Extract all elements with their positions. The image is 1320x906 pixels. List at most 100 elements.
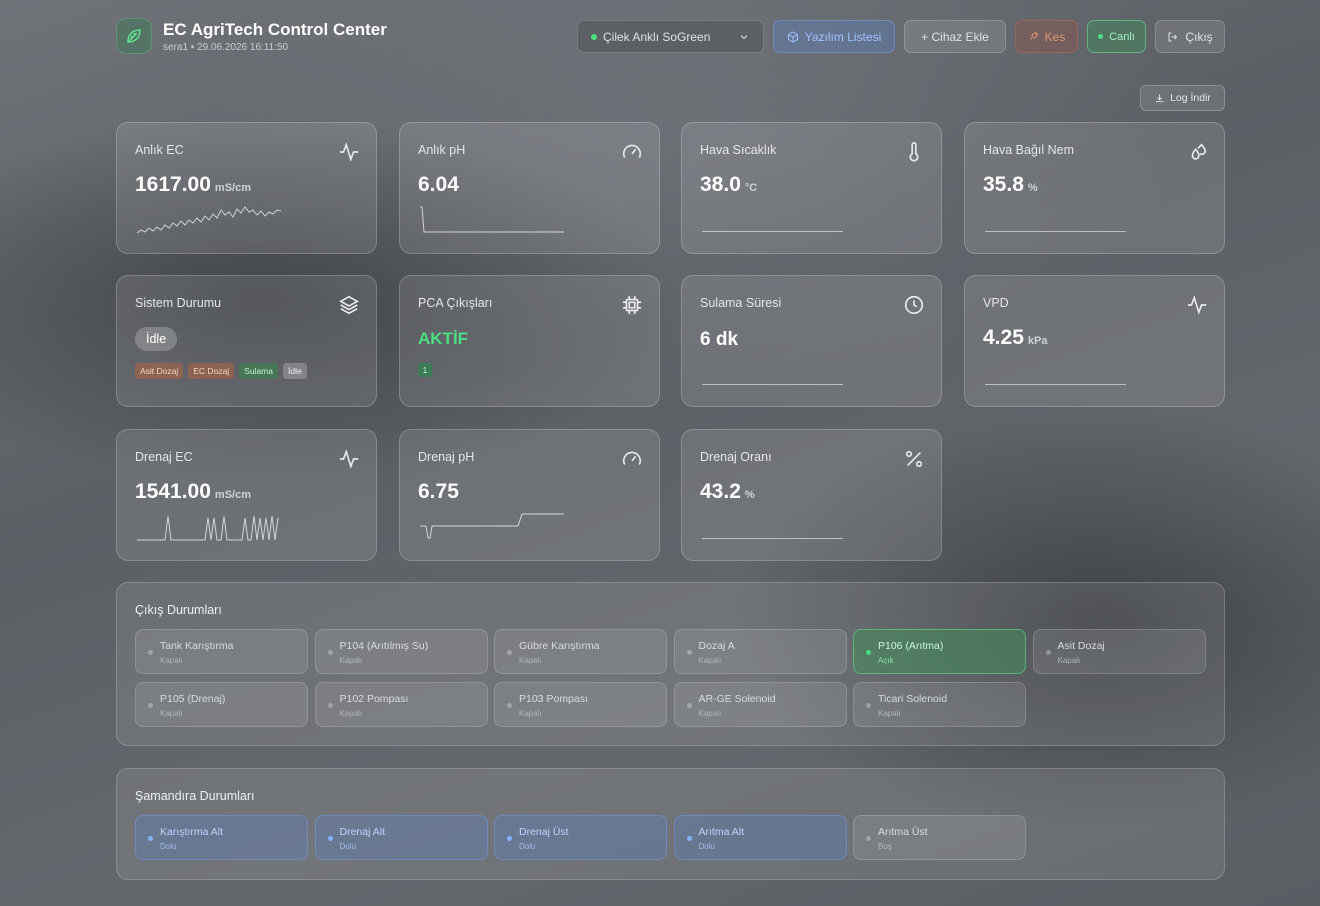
- float-name: Karıştırma Alt: [160, 826, 224, 838]
- logout-button[interactable]: Çıkış: [1155, 20, 1225, 53]
- status-dot-icon: [591, 33, 597, 40]
- card-drain-ph: Drenaj pH 6.75: [399, 429, 660, 561]
- float-chip: Arıtma Alt Dolu: [673, 815, 847, 860]
- pca-status: AKTİF: [418, 329, 469, 348]
- device-select-label: Çilek Anklı SoGreen: [603, 29, 711, 44]
- tag-irrigation: Sulama: [239, 363, 278, 379]
- float-state: Dolu: [519, 842, 536, 851]
- temperature-sparkline: [702, 231, 843, 232]
- card-temperature-value: 38.0 °C: [700, 173, 758, 196]
- activity-icon: [339, 142, 359, 162]
- drain-ec-sparkline: [137, 515, 279, 541]
- output-state: Kapalı: [339, 656, 363, 665]
- tag-idle: İdle: [283, 363, 307, 379]
- output-chip[interactable]: AR-GE Solenoid Kapalı: [673, 682, 847, 727]
- card-irrigation-value: 6 dk: [700, 329, 739, 350]
- status-dot-icon: [686, 836, 692, 841]
- ec-sparkline: [136, 206, 282, 234]
- status-dot-icon: [866, 836, 871, 841]
- output-state: Kapalı: [698, 709, 722, 718]
- tag-acid-dosing: Asit Dozaj: [135, 363, 184, 379]
- software-list-button[interactable]: Yazılım Listesi: [773, 20, 895, 53]
- float-chip: Drenaj Üst Dolu: [494, 815, 667, 860]
- output-name: P102 Pompası: [339, 693, 409, 705]
- software-list-label: Yazılım Listesi: [804, 29, 882, 44]
- status-dot-icon: [148, 650, 153, 655]
- output-state: Kapalı: [160, 709, 183, 718]
- output-state: Kapalı: [160, 656, 183, 665]
- output-state: Açık: [878, 656, 894, 665]
- output-chip[interactable]: P103 Pompası Kapalı: [494, 682, 667, 727]
- output-name: P105 (Drenaj): [160, 693, 226, 705]
- activity-icon: [1187, 295, 1207, 315]
- logout-label: Çıkış: [1185, 29, 1213, 44]
- output-name: P103 Pompası: [519, 693, 588, 705]
- float-chip: Drenaj Alt Dolu: [314, 815, 488, 860]
- card-temperature-label: Hava Sıcaklık: [700, 143, 777, 157]
- status-dot-icon: [686, 650, 692, 655]
- status-dot-icon: [327, 703, 333, 708]
- status-dot-icon: [327, 650, 333, 655]
- output-chip[interactable]: P106 (Arıtma) Açık: [853, 629, 1026, 674]
- card-irrigation-duration: Sulama Süresi 6 dk: [681, 275, 942, 407]
- card-system-label: Sistem Durumu: [135, 296, 222, 310]
- status-dot-icon: [507, 836, 512, 841]
- output-chip[interactable]: P105 (Drenaj) Kapalı: [135, 682, 308, 727]
- output-name: Ticari Solenoid: [878, 693, 948, 705]
- plug-icon: [1029, 31, 1039, 41]
- cut-button[interactable]: Kes: [1015, 20, 1078, 53]
- status-dot-icon: [866, 703, 871, 708]
- output-chip[interactable]: Tank Karıştırma Kapalı: [135, 629, 308, 674]
- add-device-button[interactable]: + Cihaz Ekle: [904, 20, 1006, 53]
- vpd-sparkline: [985, 384, 1126, 385]
- output-chip[interactable]: P102 Pompası Kapalı: [314, 682, 488, 727]
- card-vpd-value: 4.25 kPa: [983, 326, 1048, 349]
- float-chip: Karıştırma Alt Dolu: [135, 815, 308, 860]
- output-chip[interactable]: Asit Dozaj Kapalı: [1032, 629, 1206, 674]
- card-vpd-label: VPD: [983, 296, 1009, 310]
- output-state: Kapalı: [878, 709, 901, 718]
- card-drain-ratio: Drenaj Oranı 43.2%: [681, 429, 942, 561]
- output-chip[interactable]: P104 (Arıtılmış Su) Kapalı: [314, 629, 488, 674]
- card-drain-ratio-value: 43.2%: [700, 480, 755, 503]
- card-humidity: Hava Bağıl Nem 35.8%: [964, 122, 1225, 254]
- float-chip: Arıtma Üst Boş: [853, 815, 1026, 860]
- drain-ph-sparkline: [420, 513, 564, 539]
- add-device-label: + Cihaz Ekle: [921, 29, 989, 44]
- output-name: Asit Dozaj: [1057, 640, 1105, 652]
- package-icon: [787, 30, 798, 43]
- card-drain-ec-label: Drenaj EC: [135, 450, 193, 464]
- float-name: Drenaj Üst: [519, 826, 569, 838]
- output-name: P106 (Arıtma): [878, 640, 944, 652]
- status-dot-icon: [148, 836, 153, 841]
- card-irrigation-label: Sulama Süresi: [700, 296, 782, 310]
- float-state: Boş: [878, 842, 892, 851]
- status-dot-icon: [866, 650, 871, 655]
- live-button[interactable]: Canlı: [1087, 20, 1146, 53]
- cut-label: Kes: [1044, 29, 1066, 44]
- logout-icon: [1168, 32, 1178, 41]
- card-pca-outputs: PCA Çıkışları AKTİF 1: [399, 275, 660, 407]
- card-system-status: Sistem Durumu İdle Asit Dozaj EC Dozaj S…: [116, 275, 377, 407]
- card-drain-ratio-label: Drenaj Oranı: [700, 450, 772, 464]
- leaf-logo-icon: [116, 18, 152, 54]
- irrigation-sparkline: [702, 384, 843, 385]
- card-drain-ec-value: 1541.00 mS/cm: [135, 480, 251, 503]
- float-state: Dolu: [160, 842, 177, 851]
- download-icon: [1155, 93, 1164, 102]
- log-download-button[interactable]: Log İndir: [1140, 85, 1225, 111]
- pca-count-badge: 1: [418, 363, 432, 377]
- cpu-icon: [622, 295, 642, 315]
- output-chip[interactable]: Gübre Karıştırma Kapalı: [494, 629, 667, 674]
- ph-sparkline: [420, 206, 564, 233]
- output-chip[interactable]: Ticari Solenoid Kapalı: [853, 682, 1026, 727]
- gauge-icon: [622, 144, 642, 158]
- system-status-badge: İdle: [135, 327, 178, 351]
- status-dot-icon: [148, 703, 153, 708]
- output-chip[interactable]: Dozaj A Kapalı: [673, 629, 847, 674]
- outputs-panel: Çıkış Durumları Tank Karıştırma Kapalı P10…: [116, 582, 1225, 746]
- output-name: Tank Karıştırma: [160, 640, 234, 652]
- device-select[interactable]: Çilek Anklı SoGreen: [577, 20, 764, 53]
- page-title: EC AgriTech Control Center: [163, 20, 387, 39]
- float-state: Dolu: [339, 842, 356, 851]
